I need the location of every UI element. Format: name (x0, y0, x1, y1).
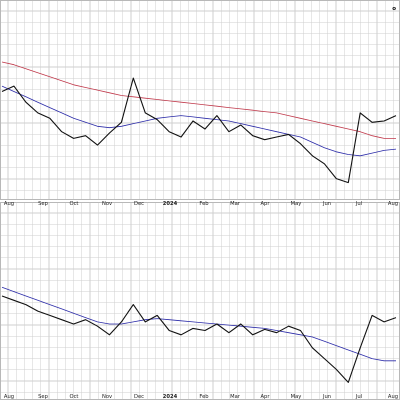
x-tick-label: Jun (322, 201, 331, 207)
series-line-price (1, 77, 397, 184)
x-tick-label: Jul (355, 394, 362, 400)
x-tick-label: Mar (230, 394, 241, 400)
x-tick-label: May (291, 394, 302, 400)
x-tick-label: Feb (199, 394, 209, 400)
x-tick-label: Apr (261, 394, 271, 400)
upper-panel-grid (1, 1, 399, 199)
x-tick-label: 2024 (163, 394, 178, 400)
x-tick-label: Mar (230, 201, 241, 207)
upper-x-axis-labels: Aug Sep Oct Nov Dec 2024 Feb Mar Apr May Jun Jul Aug (4, 201, 398, 207)
lower-panel-series (1, 286, 397, 383)
x-tick-label: Dec (134, 394, 144, 400)
upper-panel-series (1, 61, 397, 184)
lower-panel-grid (1, 203, 399, 399)
x-tick-label: May (291, 201, 302, 207)
x-tick-label: Feb (199, 201, 209, 207)
x-tick-label: Oct (70, 201, 79, 207)
x-tick-label: Nov (102, 201, 112, 207)
series-line-ma-long (1, 61, 396, 139)
x-tick-label: Aug (4, 394, 14, 400)
x-tick-label: Dec (134, 201, 144, 207)
x-tick-label: Nov (102, 394, 112, 400)
series-line-ma-short (1, 85, 397, 157)
x-tick-label: Oct (70, 394, 79, 400)
upper-panel-frame (0, 0, 400, 200)
x-tick-label: Jun (322, 394, 331, 400)
x-tick-label: Aug (388, 201, 398, 207)
series-line-ma-short (1, 286, 396, 362)
x-tick-label: Sep (38, 201, 48, 207)
x-tick-label: Jul (355, 201, 362, 207)
lower-x-axis-labels: Aug Sep Oct Nov Dec 2024 Feb Mar Apr May Jun Jul Aug (4, 394, 398, 400)
x-tick-label: Aug (388, 394, 398, 400)
x-tick-label: Sep (38, 394, 48, 400)
series-line-price (1, 295, 397, 383)
corner-label: o (392, 6, 396, 12)
x-tick-label: Aug (4, 201, 14, 207)
x-tick-label: 2024 (163, 201, 178, 207)
x-tick-label: Apr (261, 201, 271, 207)
